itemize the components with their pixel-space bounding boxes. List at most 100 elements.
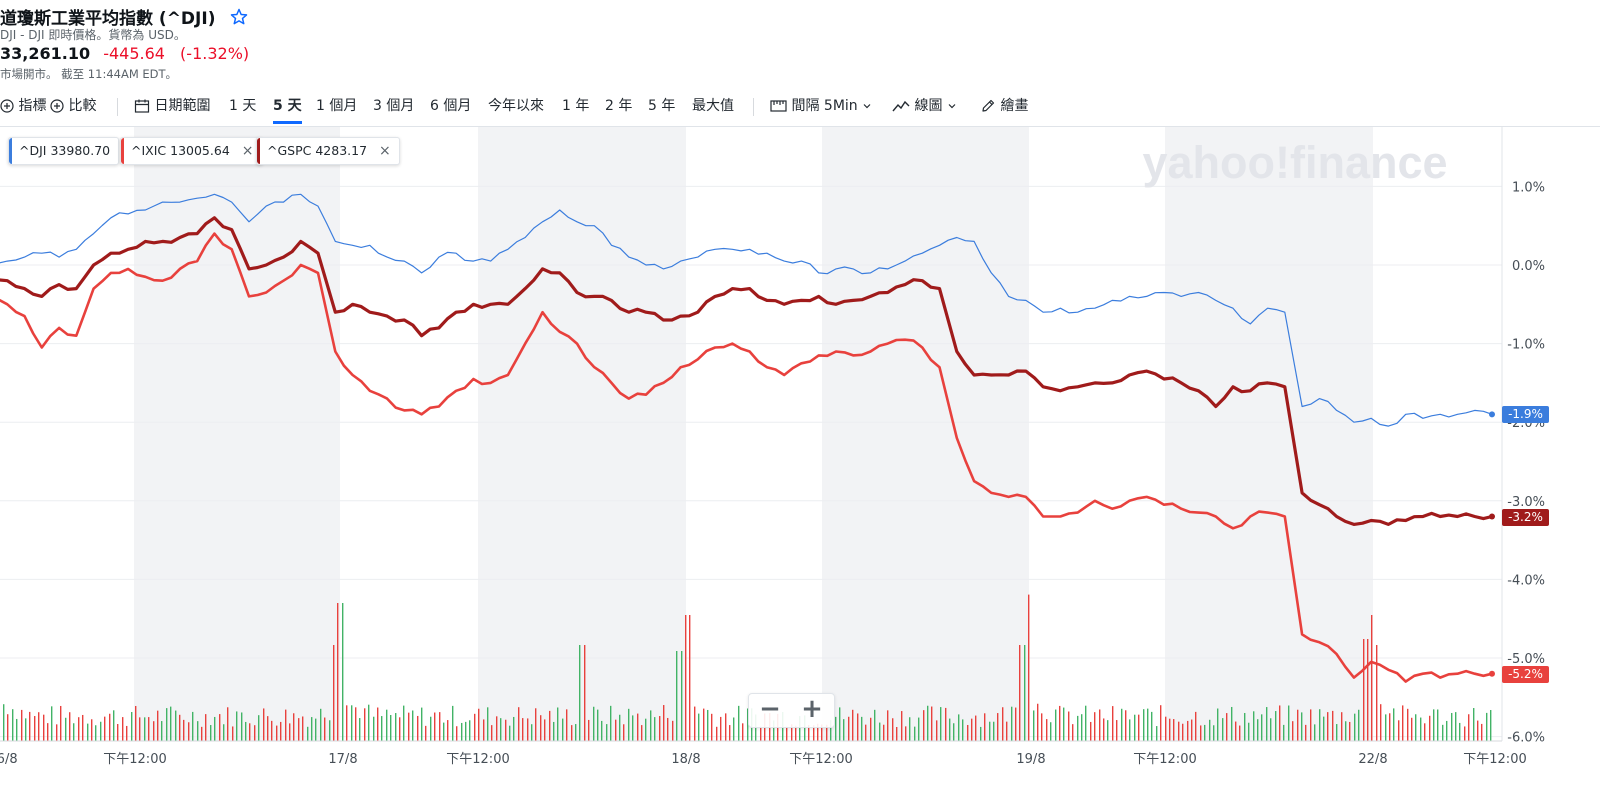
range-max[interactable]: 最大值 (692, 98, 734, 114)
volume-bar (7, 714, 9, 741)
volume-bar (786, 726, 788, 741)
volume-bar (452, 705, 454, 741)
volume-bar (417, 715, 419, 741)
volume-bar (461, 722, 463, 741)
volume-bar (760, 726, 762, 741)
volume-bar (522, 718, 524, 741)
volume-bar (1147, 708, 1149, 741)
range-3m[interactable]: 3 個月 (373, 98, 415, 114)
interval-value: 5Min (823, 98, 858, 114)
range-5d[interactable]: 5 天 (273, 94, 302, 124)
chart-type-dropdown[interactable]: 線圖 (892, 94, 957, 120)
x-tick-label: 16/8 (0, 752, 18, 767)
zoom-in-button[interactable]: + (801, 694, 823, 724)
draw-label: 繪畫 (1000, 98, 1029, 114)
close-icon[interactable]: × (241, 143, 254, 159)
volume-bar (839, 707, 841, 741)
volume-bar (73, 723, 75, 741)
volume-bar (901, 711, 903, 741)
zoom-out-button[interactable]: − (759, 694, 781, 724)
volume-bar (236, 711, 238, 741)
volume-bar (1231, 706, 1233, 741)
legend-item-gspc[interactable]: ^GSPC 4283.17 × (256, 137, 400, 165)
range-6m[interactable]: 6 個月 (430, 98, 472, 114)
volume-bar (694, 706, 696, 741)
volume-bar (100, 721, 102, 741)
legend-swatch (257, 138, 260, 164)
range-1m[interactable]: 1 個月 (316, 98, 358, 114)
volume-bar (1059, 705, 1061, 741)
volume-bar (1248, 722, 1250, 741)
volume-bar (474, 713, 476, 741)
volume-bar (1068, 711, 1070, 741)
volume-bar (967, 724, 969, 741)
volume-bar (1121, 708, 1123, 741)
volume-bar (1239, 725, 1241, 741)
volume-bar (1204, 724, 1206, 741)
x-tick-label: 下午12:00 (789, 752, 852, 767)
volume-bar (148, 717, 150, 741)
volume-bar (337, 603, 339, 741)
volume-bar (571, 725, 573, 741)
date-range-button[interactable]: 日期範圍 (134, 94, 210, 120)
calendar-icon (134, 99, 150, 113)
interval-dropdown[interactable]: 間隔 5Min (770, 94, 872, 120)
volume-bar (1151, 711, 1153, 741)
quote-change-percent: (-1.32%) (180, 44, 250, 63)
range-1d[interactable]: 1 天 (229, 98, 257, 114)
volume-bar (342, 603, 344, 741)
toolbar-divider-line (0, 126, 1600, 127)
volume-bar (197, 721, 199, 741)
range-ytd[interactable]: 今年以來 (488, 98, 544, 114)
indicators-button[interactable]: 指標 (0, 94, 46, 120)
volume-bar (359, 718, 361, 741)
volume-bar (566, 709, 568, 741)
volume-bar (535, 708, 537, 741)
compare-button[interactable]: 比較 (50, 94, 96, 120)
volume-bar (1156, 726, 1158, 741)
volume-bar (879, 722, 881, 741)
legend-item-dji[interactable]: ^DJI 33980.70 (8, 137, 120, 165)
ruler-icon (770, 100, 787, 112)
volume-bar (1393, 708, 1395, 741)
volume-bar (531, 724, 533, 741)
volume-bar (109, 713, 111, 741)
star-icon[interactable] (229, 7, 249, 27)
x-tick-label: 下午12:00 (103, 752, 166, 767)
volume-bar (126, 725, 128, 741)
volume-bar (324, 717, 326, 741)
y-tick-label: -1.0% (1507, 338, 1545, 353)
volume-bar (852, 709, 854, 741)
draw-button[interactable]: 繪畫 (980, 94, 1028, 120)
volume-bar (223, 724, 225, 741)
toolbar-divider (753, 98, 754, 116)
volume-bar (540, 715, 542, 741)
volume-bar (1367, 639, 1369, 741)
volume-bar (1477, 720, 1479, 741)
volume-bar (843, 719, 845, 741)
volume-bar (953, 723, 955, 741)
volume-bar (373, 716, 375, 741)
legend-swatch (9, 138, 12, 164)
quote-row: 33,261.10 -445.64 (-1.32%) (0, 44, 249, 63)
legend-item-ixic[interactable]: ^IXIC 13005.64 × (120, 137, 263, 165)
chevron-down-icon (863, 104, 871, 109)
range-2y[interactable]: 2 年 (605, 98, 633, 114)
volume-bar (1169, 718, 1171, 741)
close-icon[interactable]: × (379, 143, 391, 159)
volume-bar (425, 725, 427, 741)
range-1y[interactable]: 1 年 (562, 98, 590, 114)
y-tick-label: -4.0% (1507, 573, 1545, 588)
volume-bar (1116, 720, 1118, 741)
y-tick-label: -5.0% (1507, 652, 1545, 667)
volume-bar (267, 716, 269, 741)
volume-bar (1336, 724, 1338, 741)
range-5y[interactable]: 5 年 (648, 98, 676, 114)
volume-bar (975, 715, 977, 741)
volume-bar (1253, 711, 1255, 741)
volume-bar (923, 710, 925, 741)
volume-bar (1160, 705, 1162, 741)
volume-bar (579, 645, 581, 741)
volume-bar (799, 716, 801, 741)
